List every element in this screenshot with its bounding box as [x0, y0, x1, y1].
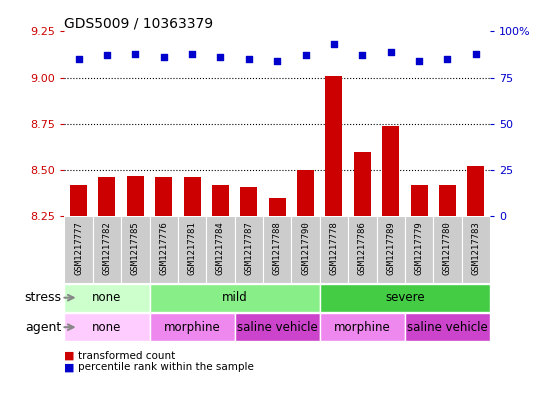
Point [414, 58, 423, 64]
Text: GSM1217790: GSM1217790 [301, 222, 310, 275]
Bar [212, 185, 229, 216]
Bar [240, 187, 258, 216]
Text: GSM1217787: GSM1217787 [244, 222, 253, 275]
Point [443, 56, 452, 62]
FancyBboxPatch shape [348, 216, 376, 283]
FancyBboxPatch shape [320, 216, 348, 283]
Bar [269, 198, 286, 216]
FancyBboxPatch shape [235, 313, 320, 341]
Text: GDS5009 / 10363379: GDS5009 / 10363379 [64, 16, 213, 30]
FancyBboxPatch shape [64, 284, 150, 312]
Bar [70, 185, 87, 216]
FancyBboxPatch shape [150, 216, 178, 283]
Point [216, 54, 225, 61]
Text: GSM1217779: GSM1217779 [414, 222, 423, 275]
Point [102, 52, 111, 59]
Text: GSM1217781: GSM1217781 [188, 222, 197, 275]
Text: ■: ■ [64, 362, 75, 373]
Text: ■: ■ [64, 351, 75, 361]
FancyBboxPatch shape [291, 216, 320, 283]
Text: GSM1217777: GSM1217777 [74, 222, 83, 275]
Bar [467, 166, 484, 216]
Text: GSM1217789: GSM1217789 [386, 222, 395, 275]
Text: GSM1217786: GSM1217786 [358, 222, 367, 275]
Text: GSM1217785: GSM1217785 [131, 222, 140, 275]
Text: GSM1217780: GSM1217780 [443, 222, 452, 275]
Text: transformed count: transformed count [78, 351, 176, 361]
Text: percentile rank within the sample: percentile rank within the sample [78, 362, 254, 373]
Text: morphine: morphine [334, 321, 391, 334]
FancyBboxPatch shape [121, 216, 150, 283]
Text: GSM1217776: GSM1217776 [159, 222, 168, 275]
FancyBboxPatch shape [433, 216, 461, 283]
FancyBboxPatch shape [235, 216, 263, 283]
Text: agent: agent [25, 321, 62, 334]
Point [301, 52, 310, 59]
Text: severe: severe [385, 291, 424, 304]
Point [329, 41, 338, 48]
Text: GSM1217783: GSM1217783 [472, 222, 480, 275]
FancyBboxPatch shape [263, 216, 291, 283]
Bar [354, 151, 371, 216]
Point [472, 50, 480, 57]
FancyBboxPatch shape [405, 313, 490, 341]
Text: none: none [92, 321, 122, 334]
FancyBboxPatch shape [405, 216, 433, 283]
FancyBboxPatch shape [206, 216, 235, 283]
Point [74, 56, 83, 62]
Text: GSM1217782: GSM1217782 [102, 222, 111, 275]
Bar [184, 177, 200, 216]
FancyBboxPatch shape [178, 216, 206, 283]
FancyBboxPatch shape [376, 216, 405, 283]
Bar [325, 76, 343, 216]
Text: saline vehicle: saline vehicle [237, 321, 318, 334]
Text: saline vehicle: saline vehicle [407, 321, 488, 334]
FancyBboxPatch shape [461, 216, 490, 283]
Text: none: none [92, 291, 122, 304]
Point [159, 54, 168, 61]
Text: stress: stress [25, 291, 62, 304]
Text: GSM1217778: GSM1217778 [329, 222, 338, 275]
Point [358, 52, 367, 59]
FancyBboxPatch shape [150, 313, 235, 341]
Bar [382, 126, 399, 216]
Point [131, 50, 140, 57]
Bar [127, 176, 144, 216]
Bar [410, 185, 428, 216]
FancyBboxPatch shape [93, 216, 121, 283]
Bar [297, 170, 314, 216]
Bar [99, 177, 115, 216]
Bar [155, 177, 172, 216]
FancyBboxPatch shape [64, 313, 150, 341]
Text: GSM1217788: GSM1217788 [273, 222, 282, 275]
Bar [439, 185, 456, 216]
FancyBboxPatch shape [320, 284, 490, 312]
Text: morphine: morphine [164, 321, 221, 334]
FancyBboxPatch shape [150, 284, 320, 312]
Point [188, 50, 197, 57]
Point [244, 56, 253, 62]
Text: GSM1217784: GSM1217784 [216, 222, 225, 275]
Point [386, 49, 395, 55]
FancyBboxPatch shape [320, 313, 405, 341]
FancyBboxPatch shape [64, 216, 93, 283]
Point [273, 58, 282, 64]
Text: mild: mild [222, 291, 248, 304]
